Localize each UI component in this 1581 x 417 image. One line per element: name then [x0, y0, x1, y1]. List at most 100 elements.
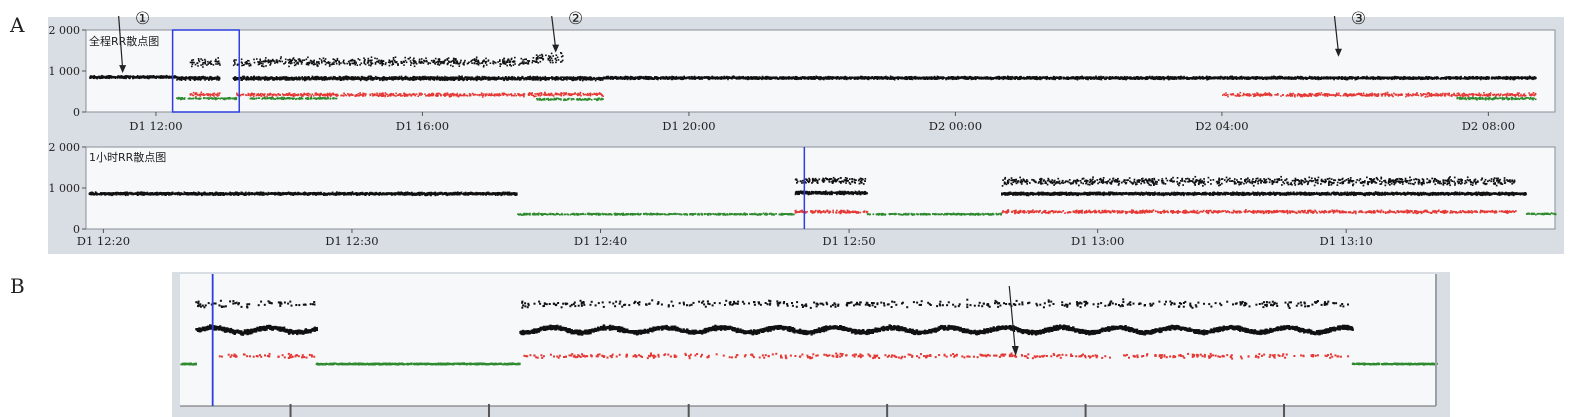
full-point — [482, 78, 485, 81]
full-point — [545, 77, 548, 79]
full-point — [298, 76, 300, 78]
full-point — [138, 77, 141, 80]
full-point — [367, 75, 370, 78]
panel-label-a: A — [9, 13, 25, 37]
full-point — [246, 75, 249, 78]
full-point — [250, 77, 252, 79]
full-point — [582, 76, 585, 79]
full-point — [166, 76, 169, 78]
full-point — [190, 77, 192, 79]
full-point — [488, 78, 491, 80]
full-point — [383, 79, 385, 81]
full-point — [415, 78, 417, 81]
full-point — [162, 76, 165, 79]
full-point — [258, 76, 261, 79]
full-point — [419, 76, 421, 79]
full-point — [179, 77, 181, 80]
full-point — [555, 78, 558, 80]
full-point — [302, 77, 304, 79]
full-point — [428, 76, 430, 78]
full-point — [350, 77, 353, 80]
full-point — [113, 75, 115, 78]
full-point — [240, 79, 242, 81]
full-point — [89, 76, 91, 79]
full-point — [98, 77, 101, 79]
full-point — [111, 75, 113, 78]
full-point — [459, 77, 462, 80]
full-point — [185, 77, 188, 80]
full-point — [197, 78, 200, 80]
full-point — [331, 77, 333, 79]
full-point — [213, 78, 215, 80]
full-point — [468, 76, 470, 79]
full-point — [595, 78, 598, 80]
full-point — [123, 77, 125, 80]
full-point — [539, 77, 541, 80]
full-point — [432, 78, 434, 81]
full-point — [554, 77, 556, 80]
full-point — [389, 77, 391, 79]
full-point — [241, 75, 244, 78]
full-point — [497, 76, 500, 78]
full-point — [381, 77, 384, 79]
full-point — [316, 75, 319, 78]
full-point — [1151, 75, 1153, 78]
full-point — [278, 77, 281, 80]
full-point — [218, 78, 220, 81]
full-point — [374, 75, 377, 78]
full-point — [132, 77, 134, 79]
full-point — [400, 75, 403, 78]
full-point — [519, 79, 521, 81]
full-point — [95, 76, 97, 78]
full-point — [591, 78, 593, 80]
full-point — [498, 77, 501, 80]
full-point — [256, 77, 259, 80]
full-point — [565, 77, 568, 79]
full-point — [205, 77, 208, 80]
full-point — [463, 79, 466, 81]
full-point — [990, 78, 993, 81]
full-point — [417, 78, 420, 80]
full-point — [507, 76, 510, 78]
full-point — [351, 78, 354, 81]
full-point — [564, 77, 567, 80]
full-point — [103, 76, 106, 79]
full-point — [448, 77, 451, 79]
full-point — [543, 78, 546, 80]
full-point — [411, 78, 414, 81]
full-point — [181, 76, 183, 78]
full-point — [572, 79, 574, 81]
full-point — [536, 75, 538, 78]
full-point — [595, 77, 598, 79]
full-point — [356, 77, 358, 80]
full-point — [493, 78, 496, 81]
full-point — [415, 77, 417, 80]
full-point — [284, 78, 286, 80]
full-point — [248, 78, 250, 80]
full-point — [287, 77, 290, 80]
full-point — [152, 76, 155, 78]
full-point — [564, 76, 566, 79]
full-point — [250, 78, 252, 81]
full-point — [194, 76, 196, 78]
full-point — [315, 78, 317, 80]
full-point — [234, 79, 236, 81]
full-point — [199, 76, 201, 78]
full-point — [343, 78, 345, 81]
full-point — [392, 79, 394, 81]
full-point — [461, 78, 463, 81]
full-point — [538, 76, 540, 79]
full-point — [561, 76, 564, 78]
full-point — [459, 76, 462, 78]
full-point — [458, 76, 460, 79]
full-point — [370, 76, 373, 79]
full-point — [413, 79, 415, 81]
full-point — [322, 79, 324, 81]
full-point — [194, 78, 196, 81]
full-point — [307, 76, 310, 78]
full-point — [454, 78, 456, 81]
full-point — [585, 76, 588, 79]
full-point — [292, 79, 295, 81]
full-point — [450, 76, 452, 78]
full-point — [314, 76, 317, 79]
